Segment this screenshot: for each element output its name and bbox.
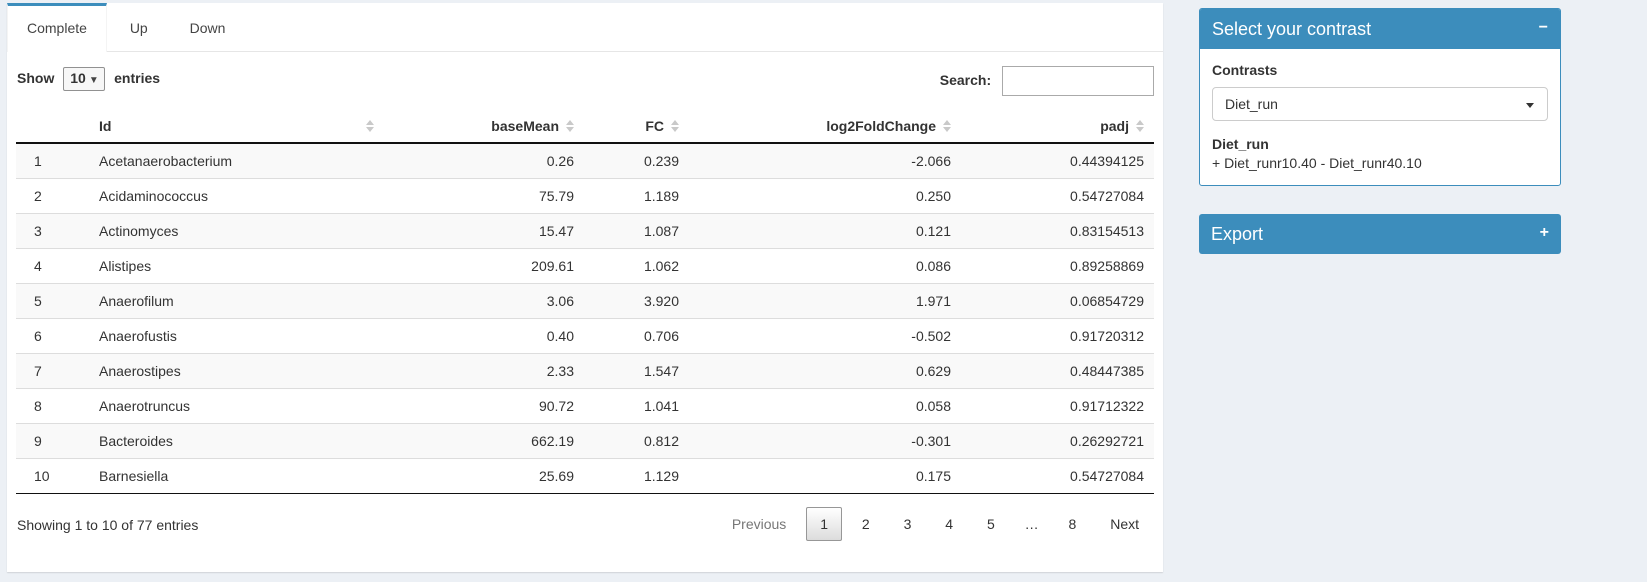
tab-down[interactable]: Down [189,20,226,36]
table-row[interactable]: 6 Anaerofustis 0.40 0.706 -0.502 0.91720… [16,318,1154,354]
pagination-page-8[interactable]: 8 [1068,516,1077,532]
table-row[interactable]: 7 Anaerostipes 2.33 1.547 0.629 0.484473… [16,353,1154,389]
contrast-select[interactable]: Diet_run [1212,87,1548,121]
sort-icon [943,120,951,132]
page-length-control: Show 10 ▼ entries [17,65,160,91]
table-search: Search: [939,65,1154,97]
contrast-panel-body: Contrasts Diet_run Diet_run + Diet_runr1… [1200,49,1560,185]
column-header-fc[interactable]: FC [584,110,689,144]
contrast-select-value: Diet_run [1225,96,1278,112]
tab-complete[interactable]: Complete [7,3,107,52]
column-header-index [16,110,89,144]
caret-down-icon [1526,103,1534,108]
contrast-formula: + Diet_runr10.40 - Diet_runr40.10 [1212,155,1422,171]
pagination-next[interactable]: Next [1110,516,1139,532]
export-panel-title: Export [1211,224,1264,244]
pagination-previous[interactable]: Previous [731,516,787,532]
column-header-id[interactable]: Id [89,110,384,144]
table-controls: Show 10 ▼ entries Search: [7,52,1163,97]
results-panel: Complete Up Down Show 10 ▼ entries Search… [7,3,1163,572]
search-input[interactable] [1002,66,1154,97]
contrast-name: Diet_run [1212,136,1269,152]
table-row[interactable]: 10 Barnesiella 25.69 1.129 0.175 0.54727… [16,458,1154,494]
pagination-page-2[interactable]: 2 [861,516,870,532]
table-row[interactable]: 3 Actinomyces 15.47 1.087 0.121 0.831545… [16,213,1154,249]
column-header-log2foldchange[interactable]: log2FoldChange [689,110,961,144]
pagination-page-1[interactable]: 1 [806,507,842,541]
pagination-page-4[interactable]: 4 [945,516,954,532]
pagination-page-5[interactable]: 5 [986,516,995,532]
page-length-select[interactable]: 10 ▼ [63,67,106,91]
contrast-panel: Select your contrast − Contrasts Diet_ru… [1199,8,1561,186]
table-row[interactable]: 1 Acetanaerobacterium 0.26 0.239 -2.066 … [16,143,1154,179]
search-label: Search: [939,72,992,88]
table-row[interactable]: 8 Anaerotruncus 90.72 1.041 0.058 0.9171… [16,388,1154,424]
pagination: Previous 1 2 3 4 5 … 8 Next [716,507,1153,541]
results-tab-bar: Complete Up Down [7,3,1163,52]
export-panel-header[interactable]: Export + [1199,214,1561,254]
sort-icon [366,120,374,132]
table-row[interactable]: 9 Bacteroides 662.19 0.812 -0.301 0.2629… [16,423,1154,459]
contrast-panel-header[interactable]: Select your contrast − [1200,9,1560,49]
export-panel: Export + [1199,214,1561,254]
expand-icon[interactable]: + [1539,224,1549,241]
table-info: Showing 1 to 10 of 77 entries [17,517,199,533]
pagination-page-3[interactable]: 3 [903,516,912,532]
tab-up[interactable]: Up [129,20,148,36]
contrast-panel-title: Select your contrast [1212,19,1372,39]
pagination-ellipsis: … [1024,516,1039,532]
caret-down-icon: ▼ [88,75,99,86]
sort-icon [671,120,679,132]
sort-icon [566,120,574,132]
show-label: Show [17,70,55,86]
table-row[interactable]: 2 Acidaminococcus 75.79 1.189 0.250 0.54… [16,178,1154,214]
collapse-icon[interactable]: − [1538,19,1548,36]
sort-icon [1136,120,1144,132]
table-footer: Showing 1 to 10 of 77 entries Previous 1… [7,494,1163,544]
contrasts-label: Contrasts [1212,62,1278,78]
table-header-row: Id baseMean FC log2FoldChange padj [16,110,1154,144]
entries-label: entries [114,70,161,86]
table-row[interactable]: 4 Alistipes 209.61 1.062 0.086 0.8925886… [16,248,1154,284]
results-table: Id baseMean FC log2FoldChange padj [16,110,1154,494]
column-header-padj[interactable]: padj [961,110,1154,144]
table-row[interactable]: 5 Anaerofilum 3.06 3.920 1.971 0.0685472… [16,283,1154,319]
column-header-basemean[interactable]: baseMean [384,110,584,144]
